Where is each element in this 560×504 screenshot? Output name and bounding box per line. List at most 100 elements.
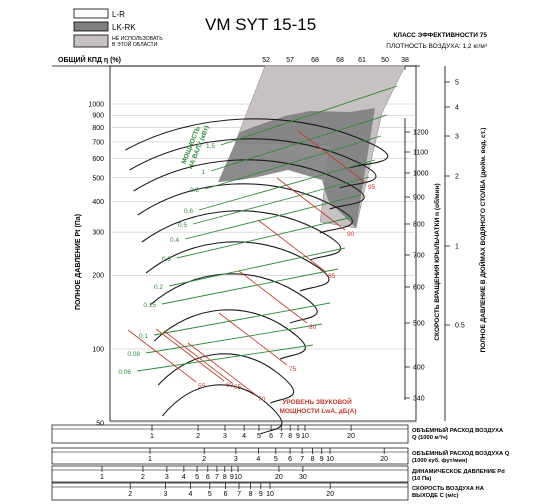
sound-label: 60 xyxy=(226,382,234,389)
bottom-axis-tick-label: 6 xyxy=(206,474,210,481)
sound-line xyxy=(163,330,233,384)
bottom-axis-tick-label: 4 xyxy=(182,474,186,481)
power-label: 1 xyxy=(201,169,205,176)
power-line xyxy=(184,194,362,240)
power-label: 0.1 xyxy=(139,333,148,340)
efficiency-tick-label: 50 xyxy=(381,57,389,64)
sound-label: 95 xyxy=(368,184,376,191)
inch-tick-label: 5 xyxy=(455,80,459,87)
rpm-tick-label: 1200 xyxy=(413,130,429,137)
bottom-axis-tick-label: 8 xyxy=(288,433,292,440)
power-line xyxy=(153,302,331,336)
efficiency-class: КЛАСС ЭФФЕКТИВНОСТИ 75 xyxy=(393,32,487,39)
bottom-axis-tick-label: 8 xyxy=(223,474,227,481)
bottom-axis-tick-label: 8 xyxy=(311,456,315,463)
bottom-axis-tick-label: 20 xyxy=(380,456,388,463)
bottom-axis-tick-label: 9 xyxy=(259,491,263,498)
rpm-curves xyxy=(125,118,389,435)
pressure-tick-label: 1000 xyxy=(88,102,104,109)
rpm-tick-label: 600 xyxy=(413,285,425,292)
bottom-axis-label: ОБЪЕМНЫЙ РАСХОД ВОЗДУХА Q (1000 куб. фут/… xyxy=(412,449,510,464)
efficiency-tick-label: 38 xyxy=(401,57,409,64)
power-line xyxy=(136,344,314,372)
power-line xyxy=(204,135,382,190)
pressure-tick-label: 700 xyxy=(92,139,104,146)
sound-label: 75 xyxy=(289,366,297,373)
rpm-axis-ticks: 1200 1100 1000 900 800 700 600 500 400 340 xyxy=(405,130,429,403)
sound-label: 90 xyxy=(347,231,355,238)
bottom-axis-tick-label: 10 xyxy=(234,474,242,481)
sound-label: 80 xyxy=(309,324,317,331)
sound-caption: УРОВЕНЬ ЗВУКОВОЙ МОЩНОСТИ LwA, дБ(A) xyxy=(280,397,357,415)
pressure-axis-label: ПОЛНОЕ ДАВЛЕНИЕ Pt (Па) xyxy=(75,214,82,310)
bottom-axis-tick-label: 7 xyxy=(300,456,304,463)
sound-line xyxy=(187,342,257,396)
rpm-tick-label: 1000 xyxy=(413,171,429,178)
bottom-axis-tick-label: 5 xyxy=(195,474,199,481)
rpm-curve xyxy=(137,183,353,234)
rpm-tick-label: 500 xyxy=(413,321,425,328)
bottom-axis-tick-label: 3 xyxy=(163,491,167,498)
efficiency-tick-label: 61 xyxy=(358,57,366,64)
bottom-axis-tick-label: 10 xyxy=(266,491,274,498)
bottom-axis-tick-label: 9 xyxy=(230,474,234,481)
power-label: 0.8 xyxy=(190,187,199,194)
air-density: ПЛОТНОСТЬ ВОЗДУХА: 1,2 кг/м³ xyxy=(386,43,488,50)
power-line xyxy=(168,247,346,287)
pressure-tick-label: 600 xyxy=(92,156,104,163)
bottom-axis-tick-label: 3 xyxy=(165,474,169,481)
sound-label: 65 xyxy=(234,384,242,391)
pressure-tick-label: 800 xyxy=(92,125,104,132)
bottom-axis-tick-label: 3 xyxy=(234,456,238,463)
power-line xyxy=(145,323,323,354)
power-label: 0.3 xyxy=(162,256,171,263)
bottom-axis-tick-label: 10 xyxy=(326,456,334,463)
bottom-axis-tick-label: 10 xyxy=(301,433,309,440)
sound-label: 55 xyxy=(198,383,206,390)
chart-title: VM SYT 15-15 xyxy=(205,15,316,34)
bottom-axis-tick-label: 9 xyxy=(296,433,300,440)
rpm-curve xyxy=(145,241,330,292)
rpm-curve xyxy=(157,353,295,404)
sound-line xyxy=(218,312,288,366)
sound-line xyxy=(276,177,346,231)
power-line xyxy=(210,114,388,172)
bottom-axis-tick-label: 4 xyxy=(188,491,192,498)
bottom-axis-tick-label: 3 xyxy=(223,433,227,440)
efficiency-axis-label: ОБЩИЙ КПД η (%) xyxy=(58,55,121,64)
bottom-axis-tick-label: 7 xyxy=(237,491,241,498)
legend: L-R LK-RK НЕ ИСПОЛЬЗОВАТЬ В ЭТОЙ ОБЛАСТИ xyxy=(73,8,163,48)
bottom-axis-label: СКОРОСТЬ ВОЗДУХА НА ВЫХОДЕ C (м/с) xyxy=(412,486,485,499)
bottom-axis-tick-label: 4 xyxy=(256,456,260,463)
bottom-axes: ОБЪЕМНЫЙ РАСХОД ВОЗДУХА Q (1000 м³/ч) 1 2 3 4… xyxy=(51,424,510,501)
rpm-tick-label: 400 xyxy=(413,365,425,372)
efficiency-tick-label: 68 xyxy=(311,57,319,64)
inch-tick-label: 3 xyxy=(455,134,459,141)
sound-label: 70 xyxy=(258,396,266,403)
rpm-curve xyxy=(125,118,389,169)
sound-label: 85 xyxy=(328,273,336,280)
bottom-axis-row xyxy=(51,465,409,483)
bottom-axis-tick-label: 20 xyxy=(326,491,334,498)
bottom-axis-tick-label: 6 xyxy=(288,456,292,463)
power-label: 0.5 xyxy=(178,222,187,229)
efficiency-tick-label: 68 xyxy=(336,57,344,64)
legend-label-lr: L-R xyxy=(112,10,125,19)
legend-swatch-lr xyxy=(73,8,109,19)
bottom-axis-tick-label: 5 xyxy=(257,433,261,440)
rpm-curve xyxy=(153,309,306,360)
legend-label-lkrk: LK-RK xyxy=(112,23,136,32)
bottom-axis-tick-label: 2 xyxy=(196,433,200,440)
power-line xyxy=(192,176,370,225)
pressure-tick-label: 900 xyxy=(92,113,104,120)
bottom-axis-tick-label: 9 xyxy=(320,456,324,463)
bottom-axis-tick-label: 20 xyxy=(275,474,283,481)
rpm-curve xyxy=(129,138,377,189)
power-label: 0.06 xyxy=(118,369,131,376)
bottom-axis-tick-label: 6 xyxy=(269,433,273,440)
bottom-axis-tick-label: 2 xyxy=(202,456,206,463)
power-line xyxy=(220,85,398,146)
power-line xyxy=(161,268,339,305)
efficiency-tick-label: 52 xyxy=(262,57,270,64)
